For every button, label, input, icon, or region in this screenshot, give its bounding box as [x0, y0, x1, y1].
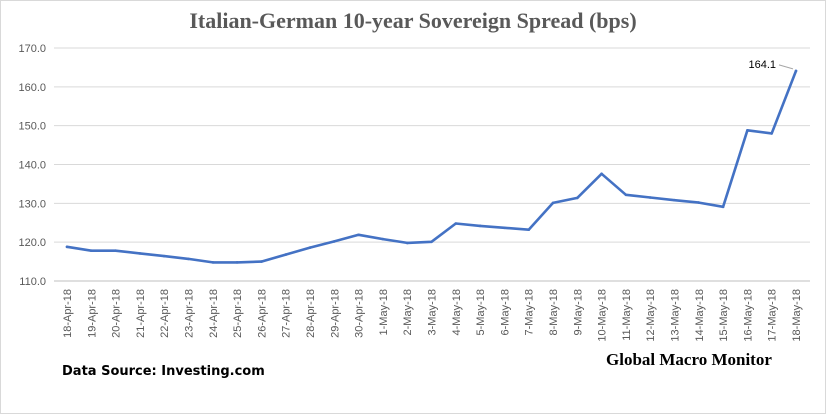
x-tick-label: 11-May-18 [621, 289, 633, 341]
annotation-leader [778, 64, 794, 70]
x-tick-label: 16-May-18 [742, 289, 754, 342]
x-tick-label: 30-Apr-18 [354, 289, 366, 338]
data-point [90, 249, 93, 253]
data-point [648, 196, 652, 199]
data-point [114, 249, 117, 253]
data-point [235, 261, 239, 264]
data-point [187, 257, 190, 261]
data-point [551, 201, 555, 205]
data-label: 164.1 [748, 59, 776, 71]
data-point [746, 129, 749, 132]
x-tick-label: 29-Apr-18 [329, 289, 341, 338]
x-tick-label: 18-Apr-18 [62, 289, 74, 338]
data-point [308, 246, 312, 249]
data-point [624, 193, 628, 197]
data-point [138, 252, 142, 255]
brand-label: Global Macro Monitor [606, 350, 772, 369]
x-tick-label: 6-May-18 [499, 289, 511, 335]
x-tick-label: 26-Apr-18 [256, 289, 268, 338]
y-tick-label: 150.0 [18, 121, 46, 133]
chart-title: Italian-German 10-year Sovereign Spread … [189, 8, 637, 33]
x-tick-label: 12-May-18 [645, 289, 657, 342]
data-point [430, 240, 433, 244]
data-point [381, 237, 385, 241]
x-tick-label: 14-May-18 [694, 289, 706, 342]
x-tick-label: 18-May-18 [791, 289, 803, 342]
data-point [260, 260, 263, 263]
x-tick-label: 27-Apr-18 [281, 289, 293, 338]
y-tick-label: 120.0 [18, 237, 46, 249]
data-point [576, 196, 579, 200]
series-spread [65, 69, 798, 264]
x-tick-label: 17-May-18 [767, 289, 779, 342]
x-tick-label: 19-Apr-18 [86, 289, 98, 338]
y-axis-ticks: 110.0 120.0 130.0 140.0 150.0 160.0 170.0 [18, 43, 46, 288]
y-tick-label: 130.0 [18, 198, 46, 210]
y-tick-label: 170.0 [18, 43, 46, 55]
x-tick-label: 25-Apr-18 [232, 289, 244, 338]
data-point [405, 241, 409, 245]
x-tick-label: 5-May-18 [475, 289, 487, 335]
x-tick-label: 21-Apr-18 [135, 289, 147, 338]
data-point [357, 233, 360, 237]
gridlines [54, 47, 810, 282]
data-point [284, 253, 288, 256]
y-tick-label: 160.0 [18, 82, 46, 94]
series-line [65, 69, 798, 264]
data-point [673, 198, 676, 202]
data-point [454, 222, 458, 225]
x-tick-label: 22-Apr-18 [159, 289, 171, 338]
y-tick-label: 110.0 [19, 276, 46, 288]
data-point [503, 226, 506, 230]
data-point [600, 172, 603, 176]
x-tick-label: 23-Apr-18 [184, 289, 196, 338]
x-tick-label: 8-May-18 [548, 289, 560, 335]
x-tick-label: 13-May-18 [670, 289, 682, 342]
x-tick-label: 4-May-18 [451, 289, 463, 335]
data-point [527, 228, 530, 232]
x-tick-label: 24-Apr-18 [208, 289, 220, 338]
data-point [65, 245, 69, 249]
x-tick-label: 1-May-18 [378, 289, 390, 335]
x-tick-label: 3-May-18 [427, 289, 439, 335]
data-point [333, 240, 336, 243]
annotations: 164.1 [748, 59, 794, 71]
x-tick-label: 20-Apr-18 [111, 289, 123, 338]
y-tick-label: 140.0 [18, 160, 46, 172]
x-tick-label: 28-Apr-18 [305, 289, 317, 338]
data-point [211, 261, 215, 264]
data-point [697, 201, 701, 204]
data-point [770, 132, 773, 135]
x-tick-label: 9-May-18 [572, 289, 584, 335]
x-tick-label: 2-May-18 [402, 289, 414, 335]
data-source-note: Data Source: Investing.com [62, 364, 265, 379]
data-point [721, 205, 725, 209]
x-tick-label: 15-May-18 [718, 289, 730, 342]
x-tick-label: 10-May-18 [597, 289, 609, 342]
x-tick-label: 7-May-18 [524, 289, 536, 335]
x-axis-ticks: 18-Apr-18 19-Apr-18 20-Apr-18 21-Apr-18 22-A… [62, 289, 803, 342]
data-point [794, 69, 798, 73]
data-point [162, 254, 166, 258]
data-point [478, 224, 482, 228]
